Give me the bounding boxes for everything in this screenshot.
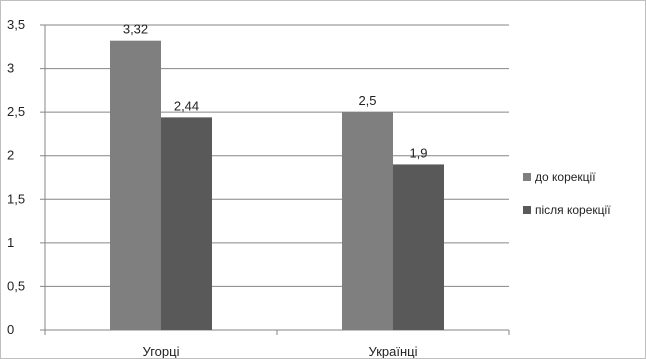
legend: до корекції після корекції [523,170,611,217]
data-label: 2,44 [174,98,199,113]
data-label: 2,5 [358,93,376,108]
labels: 0 0,5 1 1,5 2 2,5 3 3,5 3,32 2,44 Угорці 2,5 1,9 Укра… [7,17,428,358]
y-tick-label: 1,5 [7,191,25,206]
bars [110,40,444,331]
data-label: 3,32 [123,22,148,37]
legend-label: після корекції [535,203,611,217]
bar [161,117,212,330]
y-tick-label: 2,5 [7,104,25,119]
legend-swatch [523,173,531,181]
legend-label: до корекції [535,170,596,184]
legend-swatch [523,206,531,214]
bar [393,164,444,330]
y-tick-label: 2 [7,148,14,163]
x-tick-label: Угорці [143,344,180,358]
bar [110,40,161,330]
y-tick-label: 1 [7,235,14,250]
y-tick-label: 0,5 [7,278,25,293]
bar [342,112,393,331]
data-label: 1,9 [409,145,427,160]
x-tick-label: Українці [369,344,418,358]
y-tick-label: 0 [7,322,14,337]
y-tick-label: 3,5 [7,17,25,32]
y-tick-label: 3 [7,61,14,76]
